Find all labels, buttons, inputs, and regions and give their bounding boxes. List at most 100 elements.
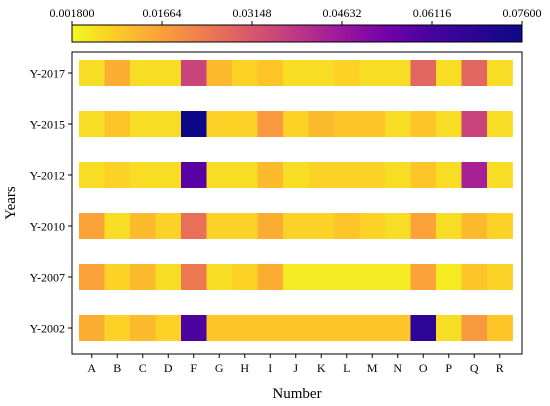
heatmap-cell (308, 315, 335, 341)
heatmap-cell (487, 213, 513, 239)
heatmap-cell (461, 162, 488, 188)
heatmap-cell (436, 213, 462, 239)
y-axis-ticks: Y-2017 Y-2015 Y-2012 Y-2010 Y-2007 Y-2002 (30, 67, 72, 336)
x-tick-label: F (190, 361, 197, 375)
x-tick-label: I (268, 361, 272, 375)
colorbar-ticks: 0.001800 0.01664 0.03148 0.04632 0.06116 0.07… (50, 6, 542, 25)
heatmap-cell (79, 315, 105, 341)
heatmap-cell (155, 213, 182, 239)
heatmap-cell (155, 60, 182, 86)
heatmap-cell (436, 111, 462, 137)
y-tick-label: Y-2012 (30, 169, 65, 183)
heatmap-cell (283, 60, 309, 86)
x-tick-label: P (445, 361, 452, 375)
x-tick-label: B (113, 361, 121, 375)
heatmap-cell (283, 264, 309, 290)
heatmap-cell (487, 60, 513, 86)
heatmap-cell (130, 60, 156, 86)
heatmap-cell (410, 162, 437, 188)
heatmap-cell (130, 162, 156, 188)
heatmap-cell (130, 264, 156, 290)
heatmap-cell (461, 213, 488, 239)
heatmap-cell (283, 111, 309, 137)
heatmap-cell (436, 60, 462, 86)
heatmap-cell (461, 60, 488, 86)
heatmap-cell (385, 315, 411, 341)
x-tick-label: A (87, 361, 96, 375)
heatmap-cell (181, 111, 207, 137)
heatmap-cell (487, 315, 513, 341)
x-tick-label: Q (470, 361, 479, 375)
heatmap-cell (104, 213, 131, 239)
x-tick-label: R (496, 361, 504, 375)
x-tick-label: G (215, 361, 224, 375)
y-tick-label: Y-2015 (30, 118, 65, 132)
heatmap-cell (359, 111, 386, 137)
heatmap-cell (257, 315, 284, 341)
heatmap-cell (79, 213, 105, 239)
heatmap-cell (385, 111, 411, 137)
heatmap-cell (206, 60, 233, 86)
colorbar-tick-label: 0.04632 (323, 6, 362, 20)
heatmap-cell (206, 162, 233, 188)
heatmap-cell (308, 111, 335, 137)
heatmap-cell (359, 162, 386, 188)
heatmap-cell (104, 60, 131, 86)
heatmap-cell (232, 213, 258, 239)
colorbar-gradient (71, 24, 523, 43)
x-axis-label: Number (272, 386, 321, 402)
heatmap-cell (155, 264, 182, 290)
heatmap-cell (206, 111, 233, 137)
heatmap-cell (410, 111, 437, 137)
heatmap-cell (385, 264, 411, 290)
heatmap-cell (385, 213, 411, 239)
y-tick-label: Y-2017 (30, 67, 65, 81)
heatmap-cell (410, 60, 437, 86)
x-tick-label: H (240, 361, 249, 375)
plot-frame (71, 51, 523, 355)
heatmap-cell (206, 264, 233, 290)
heatmap-cell (181, 213, 207, 239)
y-tick-label: Y-2010 (30, 220, 65, 234)
y-tick-label: Y-2007 (30, 271, 65, 285)
heatmap-cell (283, 162, 309, 188)
heatmap-cell (181, 264, 207, 290)
colorbar-tick-label: 0.07600 (503, 6, 542, 20)
y-axis-label: Years (3, 186, 19, 220)
heatmap-cell (283, 213, 309, 239)
heatmap-cell (308, 60, 335, 86)
heatmap-cell (461, 111, 488, 137)
x-tick-label: N (393, 361, 402, 375)
heatmap-cell (436, 264, 462, 290)
heatmap-cell (130, 315, 156, 341)
heatmap-cell (334, 111, 360, 137)
heatmap-cell (130, 111, 156, 137)
heatmap-cell (308, 213, 335, 239)
heatmap-cell (257, 264, 284, 290)
x-tick-label: J (293, 361, 298, 375)
heatmap-cell (181, 162, 207, 188)
x-tick-label: K (317, 361, 326, 375)
colorbar-tick-label: 0.001800 (50, 6, 95, 20)
colorbar: 0.001800 0.01664 0.03148 0.04632 0.06116 0.07… (50, 6, 542, 43)
heatmap-cell (461, 264, 488, 290)
heatmap-cell (104, 264, 131, 290)
heatmap-cell (257, 162, 284, 188)
heatmap-cell (104, 315, 131, 341)
heatmap-cell (487, 162, 513, 188)
heatmap-cell (79, 264, 105, 290)
heatmap-cells (79, 60, 513, 341)
heatmap-cell (436, 315, 462, 341)
colorbar-tick-label: 0.01664 (143, 6, 182, 20)
heatmap-cell (334, 315, 360, 341)
heatmap-cell (181, 60, 207, 86)
heatmap-cell (257, 213, 284, 239)
heatmap-cell (385, 162, 411, 188)
heatmap-cell (436, 162, 462, 188)
x-tick-label: M (367, 361, 378, 375)
heatmap-cell (487, 264, 513, 290)
heatmap-cell (155, 111, 182, 137)
heatmap-cell (232, 264, 258, 290)
x-tick-label: O (419, 361, 428, 375)
